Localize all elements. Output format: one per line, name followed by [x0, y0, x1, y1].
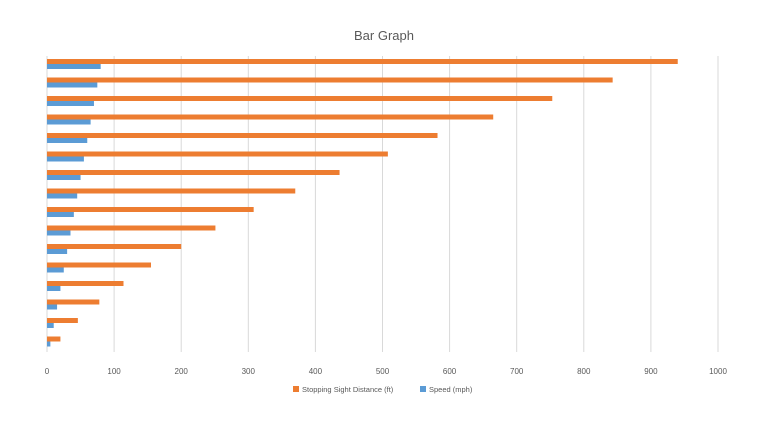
x-tick-label-1000: 1000: [709, 367, 727, 376]
bar-speed-6: [47, 175, 81, 180]
legend-swatch-0: [293, 386, 299, 392]
bar-stopping-distance-15: [47, 336, 61, 342]
x-tick-label-500: 500: [376, 367, 390, 376]
bar-stopping-distance-10: [47, 244, 182, 249]
x-tick-label-100: 100: [107, 367, 121, 376]
bar-speed-1: [47, 82, 98, 88]
bar-stopping-distance-11: [47, 262, 152, 268]
x-tick-label-900: 900: [644, 367, 658, 376]
chart-title: Bar Graph: [354, 28, 414, 43]
bar-stopping-distance-14: [47, 318, 78, 323]
bar-stopping-distance-7: [47, 188, 296, 194]
bar-speed-3: [47, 119, 91, 125]
bar-stopping-distance-13: [47, 299, 100, 305]
bar-speed-8: [47, 212, 74, 217]
legend-swatch-1: [420, 386, 426, 392]
x-tick-label-800: 800: [577, 367, 591, 376]
x-tick-label-600: 600: [443, 367, 457, 376]
bar-stopping-distance-1: [47, 77, 613, 83]
bar-stopping-distance-9: [47, 225, 216, 231]
bar-speed-15: [47, 341, 51, 347]
bar-speed-5: [47, 156, 84, 162]
bar-speed-10: [47, 249, 68, 254]
bar-speed-12: [47, 286, 61, 291]
legend-label-0: Stopping Sight Distance (ft): [302, 385, 394, 394]
bar-speed-2: [47, 101, 94, 106]
legend-label-1: Speed (mph): [429, 385, 473, 394]
bar-stopping-distance-8: [47, 207, 254, 212]
bar-speed-0: [47, 64, 101, 69]
bar-speed-13: [47, 304, 58, 310]
bar-speed-9: [47, 230, 71, 236]
bar-speed-14: [47, 323, 54, 328]
bar-stopping-distance-2: [47, 96, 553, 101]
x-tick-label-200: 200: [175, 367, 189, 376]
bar-stopping-distance-4: [47, 133, 438, 138]
gridlines: [46, 56, 719, 352]
x-tick-label-0: 0: [45, 367, 50, 376]
bar-speed-7: [47, 193, 78, 199]
bar-speed-4: [47, 138, 88, 143]
x-axis: 0 100 200 300 400 500 600 700 800 900 1000: [45, 367, 728, 376]
x-tick-label-700: 700: [510, 367, 524, 376]
bar-stopping-distance-12: [47, 281, 124, 286]
x-tick-label-400: 400: [309, 367, 323, 376]
bar-stopping-distance-3: [47, 114, 494, 120]
legend: Stopping Sight Distance (ft) Speed (mph): [293, 385, 473, 394]
bar-stopping-distance-6: [47, 170, 340, 175]
bar-stopping-distance-0: [47, 59, 678, 64]
x-tick-label-300: 300: [242, 367, 256, 376]
bar-stopping-distance-5: [47, 151, 388, 157]
bar-speed-11: [47, 267, 64, 273]
bars: [47, 59, 678, 347]
